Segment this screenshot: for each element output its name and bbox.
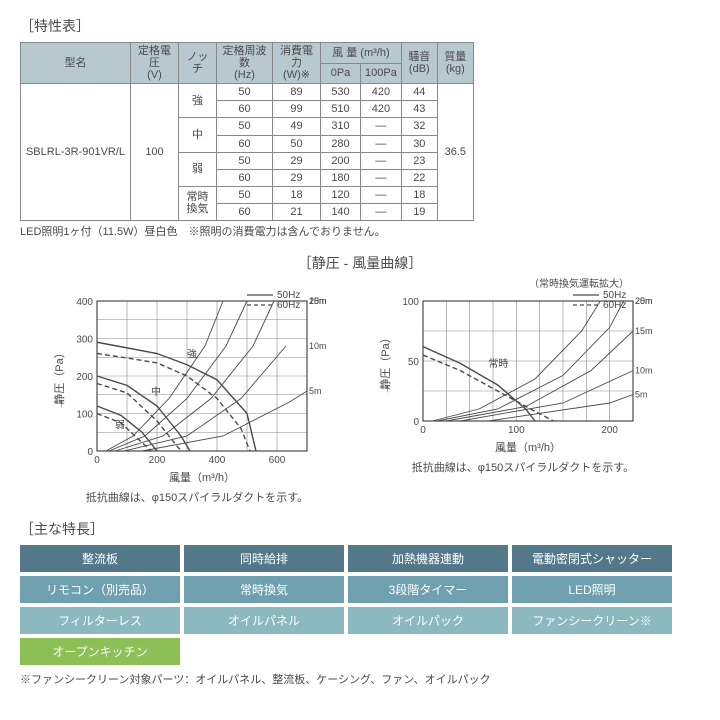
svg-text:10m: 10m	[309, 341, 327, 351]
feature-badge: オイルパネル	[184, 607, 344, 634]
feature-badge: 同時給排	[184, 545, 344, 572]
svg-text:200: 200	[76, 372, 93, 383]
feature-badge: 加熱機器連動	[348, 545, 508, 572]
svg-text:20m: 20m	[635, 296, 653, 306]
svg-text:→: →	[495, 442, 506, 454]
spec-table: 型名定格電圧(V)ノッチ定格周波数(Hz)消費電力(W)※風 量 (m³/h)騒…	[20, 42, 474, 221]
features-grid: 整流板同時給排加熱機器連動電動密閉式シャッターリモコン（別売品）常時換気3段階タ…	[20, 545, 700, 665]
svg-text:→: →	[169, 472, 180, 484]
svg-text:中: 中	[151, 385, 161, 398]
feature-badge: 常時換気	[184, 576, 344, 603]
curve-chart1-note: 抵抗曲線は、φ150スパイラルダクトを示す。	[49, 489, 345, 505]
svg-text:200: 200	[149, 455, 166, 466]
curve-chart-main: 0200400600010020030040025m20m15m10m5m強中弱…	[49, 277, 345, 487]
svg-text:300: 300	[76, 335, 93, 346]
svg-text:0: 0	[413, 417, 419, 428]
svg-text:0: 0	[87, 447, 93, 458]
svg-text:5m: 5m	[635, 390, 648, 400]
feature-badge: オープンキッチン	[20, 638, 180, 665]
svg-text:弱: 弱	[115, 420, 125, 432]
svg-text:50: 50	[408, 357, 420, 368]
svg-text:100: 100	[508, 425, 525, 436]
svg-text:0: 0	[94, 455, 100, 466]
svg-text:400: 400	[76, 297, 93, 308]
svg-text:100: 100	[76, 410, 93, 421]
feature-badge: オイルパック	[348, 607, 508, 634]
svg-text:強: 強	[187, 347, 197, 360]
feature-badge: フィルターレス	[20, 607, 180, 634]
svg-text:100: 100	[402, 297, 419, 308]
svg-text:400: 400	[209, 455, 226, 466]
curve-section-title: ［静圧 - 風量曲線］	[20, 253, 700, 273]
feature-badge: 整流板	[20, 545, 180, 572]
svg-text:（常時換気運転拡大）: （常時換気運転拡大）	[529, 277, 629, 290]
svg-text:常時: 常時	[488, 357, 508, 370]
svg-text:15m: 15m	[635, 326, 653, 336]
spec-section-title: ［特性表］	[20, 16, 700, 36]
svg-text:→: →	[380, 384, 392, 395]
features-section-title: ［主な特長］	[20, 519, 700, 539]
svg-text:15m: 15m	[309, 296, 327, 306]
svg-text:10m: 10m	[635, 366, 653, 376]
svg-text:→: →	[54, 399, 66, 410]
svg-text:5m: 5m	[309, 386, 322, 396]
svg-text:600: 600	[269, 455, 286, 466]
svg-text:静圧（Pa）: 静圧（Pa）	[52, 347, 66, 404]
feature-badge: 電動密閉式シャッター	[512, 545, 672, 572]
svg-text:60Hz: 60Hz	[277, 300, 300, 311]
feature-badge: ファンシークリーン※	[512, 607, 672, 634]
features-footnote: ※ファンシークリーン対象パーツ：オイルパネル、整流板、ケーシング、ファン、オイル…	[20, 671, 700, 687]
feature-badge: LED照明	[512, 576, 672, 603]
feature-badge: リモコン（別売品）	[20, 576, 180, 603]
curve-chart-zoom: 010020005010025m20m15m10m5m常時風量（m³/h）→静圧…	[375, 277, 671, 457]
curve-chart2-note: 抵抗曲線は、φ150スパイラルダクトを示す。	[375, 459, 671, 475]
svg-text:0: 0	[420, 425, 426, 436]
feature-badge: 3段階タイマー	[348, 576, 508, 603]
svg-text:60Hz: 60Hz	[603, 300, 626, 311]
svg-text:静圧（Pa）: 静圧（Pa）	[378, 332, 392, 389]
spec-note: LED照明1ヶ付（11.5W）昼白色 ※照明の消費電力は含んでおりません。	[20, 223, 700, 239]
svg-text:200: 200	[601, 425, 618, 436]
